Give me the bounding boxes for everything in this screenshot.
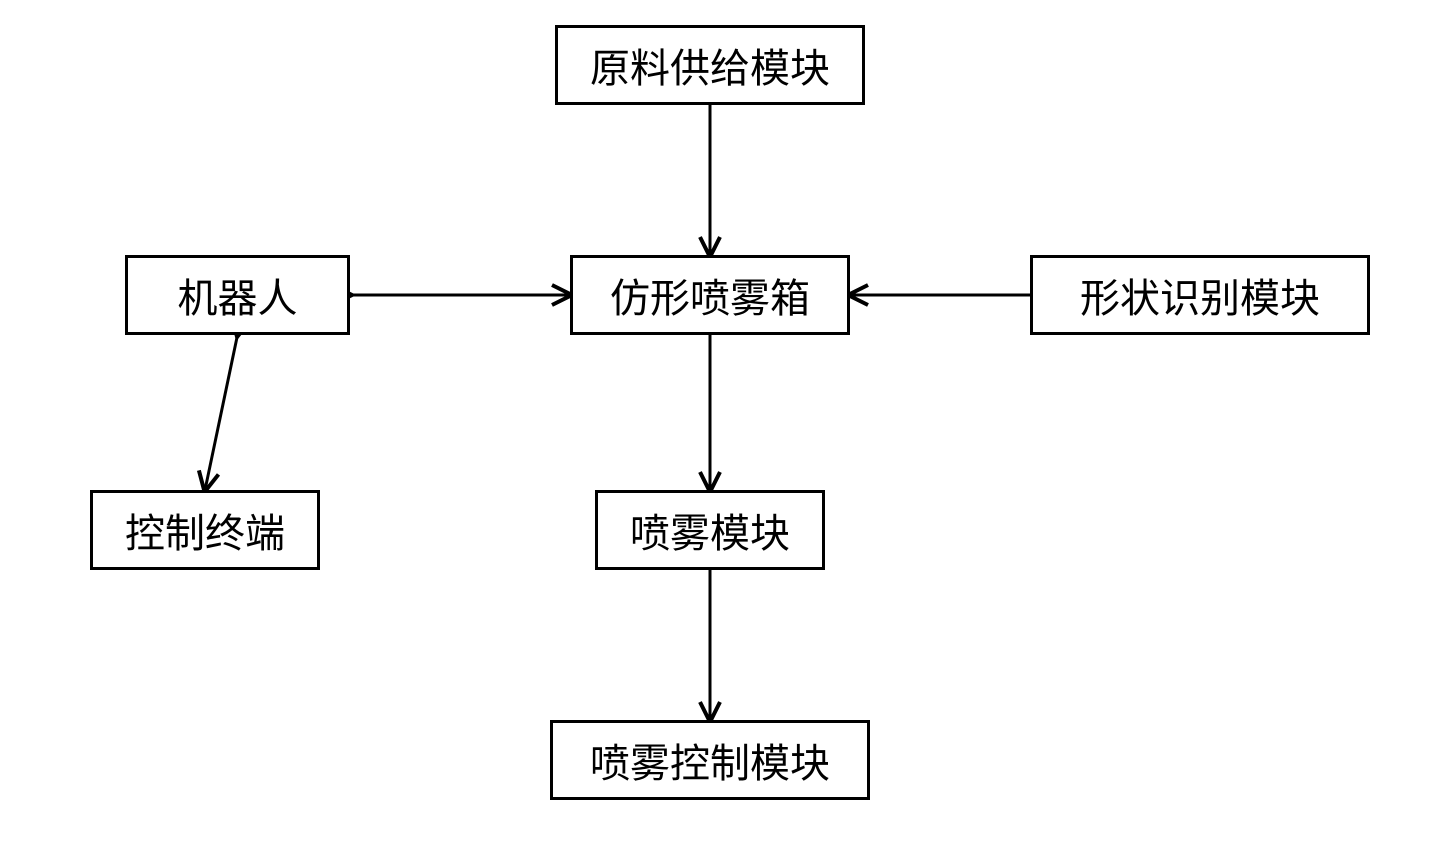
- node-robot: 机器人: [125, 255, 350, 335]
- node-label: 形状识别模块: [1080, 266, 1320, 324]
- node-spray-ctrl: 喷雾控制模块: [550, 720, 870, 800]
- node-label: 喷雾模块: [630, 501, 790, 559]
- node-label: 机器人: [178, 266, 298, 324]
- node-shape-rec: 形状识别模块: [1030, 255, 1370, 335]
- node-label: 控制终端: [125, 501, 285, 559]
- node-spray-box: 仿形喷雾箱: [570, 255, 850, 335]
- edges-layer: [0, 0, 1447, 845]
- edge-robot-to-control-term: [205, 335, 238, 490]
- node-material-supply: 原料供给模块: [555, 25, 865, 105]
- node-control-term: 控制终端: [90, 490, 320, 570]
- node-spray-module: 喷雾模块: [595, 490, 825, 570]
- node-label: 喷雾控制模块: [590, 731, 830, 789]
- node-label: 仿形喷雾箱: [610, 266, 810, 324]
- node-label: 原料供给模块: [590, 36, 830, 94]
